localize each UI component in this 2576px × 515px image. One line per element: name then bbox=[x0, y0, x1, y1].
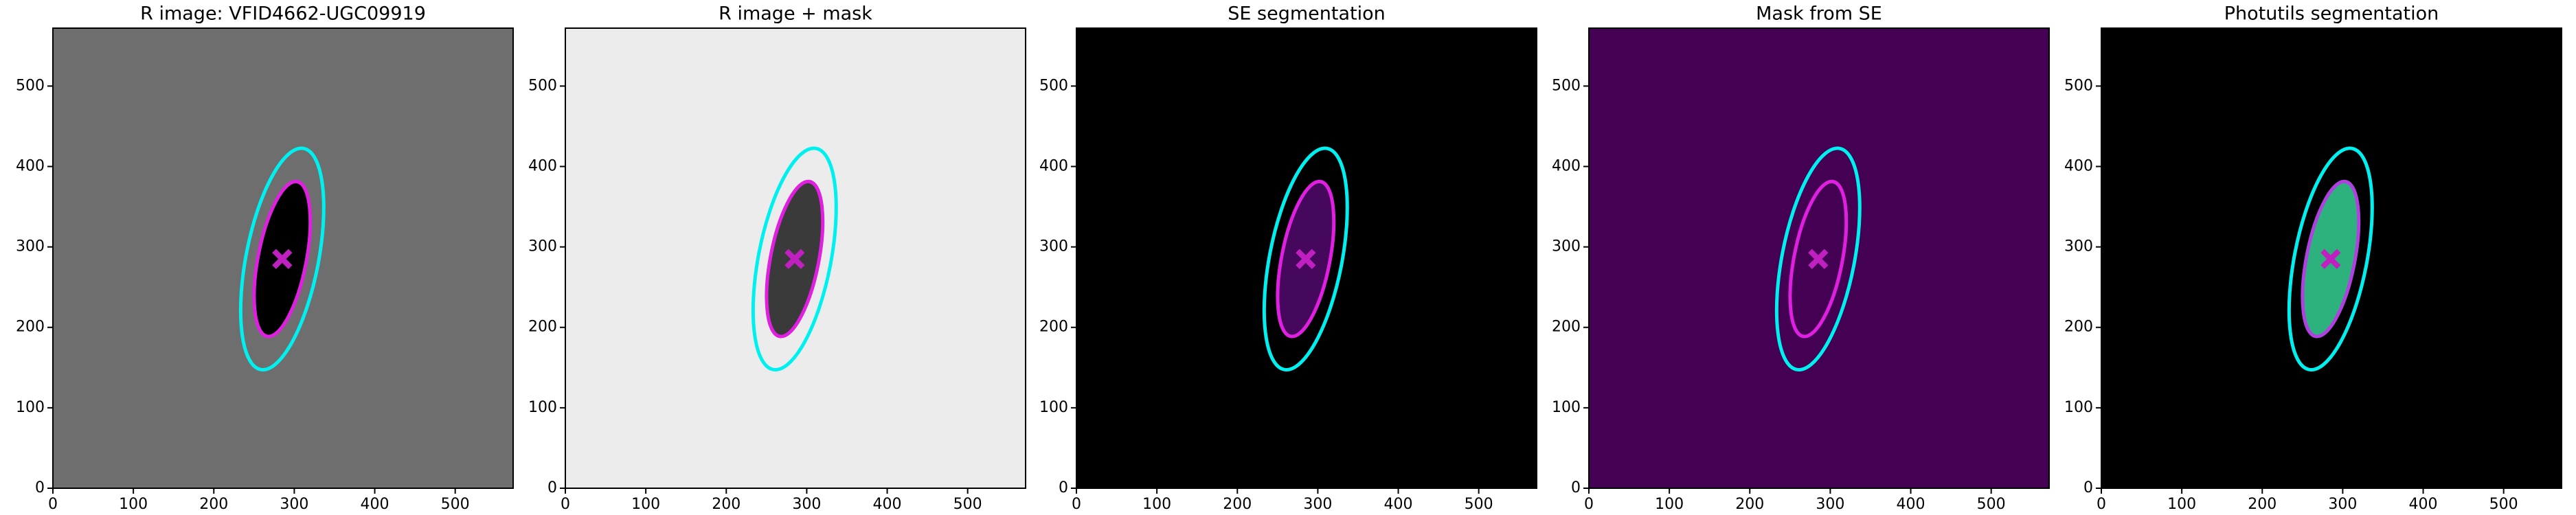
y-tick-label: 0 bbox=[2083, 479, 2093, 496]
panel-title: R image: VFID4662-UGC09919 bbox=[140, 3, 426, 25]
x-tick-label: 200 bbox=[1735, 496, 1764, 513]
y-tick-label: 400 bbox=[2064, 157, 2093, 174]
x-tick-label: 400 bbox=[361, 496, 389, 513]
x-tick-label: 300 bbox=[1816, 496, 1844, 513]
x-tick-label: 100 bbox=[1655, 496, 1684, 513]
aperture-ellipse bbox=[1262, 146, 1349, 371]
aperture-ellipse bbox=[1788, 179, 1849, 339]
panel-title: R image + mask bbox=[719, 3, 872, 25]
x-tick-label: 100 bbox=[2167, 496, 2196, 513]
y-tick-label: 400 bbox=[528, 157, 557, 174]
x-tick-label: 400 bbox=[2409, 496, 2438, 513]
y-tick-label: 300 bbox=[2064, 238, 2093, 255]
x-tick-label: 300 bbox=[2328, 496, 2357, 513]
y-tick-label: 200 bbox=[2064, 319, 2093, 336]
y-tick-label: 100 bbox=[16, 399, 45, 416]
image-area bbox=[2287, 146, 2374, 371]
x-tick-label: 0 bbox=[1072, 496, 1081, 513]
x-tick-label: 100 bbox=[1142, 496, 1171, 513]
y-tick-label: 200 bbox=[528, 319, 557, 336]
center-marker bbox=[784, 249, 805, 269]
aperture-ellipse bbox=[751, 146, 838, 371]
aperture-ellipse bbox=[252, 179, 313, 339]
aperture-ellipse bbox=[2287, 146, 2374, 371]
axes-frame bbox=[1588, 27, 2050, 489]
panel: Photutils segmentation 0 100 200 300 400 500 0 1… bbox=[2064, 3, 2562, 513]
x-tick-label: 500 bbox=[441, 496, 470, 513]
y-tick-label: 500 bbox=[528, 77, 557, 94]
center-marker bbox=[272, 249, 293, 269]
y-tick-label: 300 bbox=[1039, 238, 1068, 255]
axes-frame bbox=[2101, 27, 2562, 489]
axes-frame bbox=[565, 27, 1026, 489]
aperture-ellipse bbox=[1276, 179, 1336, 339]
image-area bbox=[1774, 146, 1862, 371]
panel-title: Mask from SE bbox=[1756, 3, 1882, 25]
y-tick-label: 100 bbox=[1039, 399, 1068, 416]
y-tick-label: 300 bbox=[528, 238, 557, 255]
x-tick-label: 0 bbox=[48, 496, 58, 513]
panel: Mask from SE 0 100 200 300 400 500 0 100 200 300 40… bbox=[1552, 3, 2050, 513]
x-tick-label: 400 bbox=[873, 496, 902, 513]
y-tick-label: 100 bbox=[528, 399, 557, 416]
x-tick-label: 500 bbox=[2489, 496, 2518, 513]
x-tick-label: 0 bbox=[561, 496, 570, 513]
x-tick-label: 200 bbox=[2248, 496, 2276, 513]
x-tick-label: 300 bbox=[792, 496, 821, 513]
x-tick-label: 500 bbox=[953, 496, 982, 513]
y-tick-label: 300 bbox=[16, 238, 45, 255]
y-tick-label: 0 bbox=[35, 479, 45, 496]
x-tick-label: 200 bbox=[199, 496, 228, 513]
center-marker bbox=[1296, 249, 1316, 269]
x-tick-label: 200 bbox=[712, 496, 741, 513]
panel: R image + mask 0 100 200 300 400 500 0 100 200 300… bbox=[528, 3, 1026, 513]
y-tick-label: 200 bbox=[16, 319, 45, 336]
panel-title: Photutils segmentation bbox=[2224, 3, 2439, 25]
y-tick-label: 500 bbox=[2064, 77, 2093, 94]
y-tick-label: 0 bbox=[1571, 479, 1581, 496]
center-marker bbox=[2320, 249, 2341, 269]
panel: R image: VFID4662-UGC09919 0 100 200 300 400 5… bbox=[16, 3, 514, 513]
x-tick-label: 100 bbox=[631, 496, 660, 513]
y-tick-label: 400 bbox=[1552, 157, 1581, 174]
aperture-ellipse bbox=[238, 146, 326, 371]
image-area bbox=[1262, 146, 1349, 371]
x-tick-label: 400 bbox=[1897, 496, 1925, 513]
axes-frame bbox=[52, 27, 514, 489]
axes-frame bbox=[1076, 27, 1537, 489]
aperture-ellipse bbox=[1774, 146, 1862, 371]
y-tick-label: 300 bbox=[1552, 238, 1581, 255]
panel-title: SE segmentation bbox=[1228, 3, 1385, 25]
y-tick-label: 500 bbox=[1552, 77, 1581, 94]
x-tick-label: 300 bbox=[280, 496, 308, 513]
x-tick-label: 400 bbox=[1384, 496, 1413, 513]
x-tick-label: 200 bbox=[1223, 496, 1252, 513]
y-tick-label: 400 bbox=[16, 157, 45, 174]
x-tick-label: 0 bbox=[2097, 496, 2106, 513]
x-tick-label: 500 bbox=[1977, 496, 2006, 513]
y-tick-label: 200 bbox=[1552, 319, 1581, 336]
y-tick-label: 500 bbox=[16, 77, 45, 94]
x-tick-label: 500 bbox=[1465, 496, 1493, 513]
aperture-ellipse bbox=[765, 179, 825, 339]
y-tick-label: 500 bbox=[1039, 77, 1068, 94]
y-tick-label: 0 bbox=[547, 479, 557, 496]
y-tick-label: 200 bbox=[1039, 319, 1068, 336]
y-tick-label: 400 bbox=[1039, 157, 1068, 174]
aperture-ellipse bbox=[2301, 179, 2361, 339]
y-tick-label: 100 bbox=[2064, 399, 2093, 416]
x-tick-label: 0 bbox=[1584, 496, 1594, 513]
y-tick-label: 100 bbox=[1552, 399, 1581, 416]
x-tick-label: 300 bbox=[1303, 496, 1332, 513]
image-area bbox=[751, 146, 838, 371]
panel: SE segmentation 0 100 200 300 400 500 0 100 200 30… bbox=[1039, 3, 1537, 513]
image-area bbox=[238, 146, 326, 371]
y-tick-label: 0 bbox=[1059, 479, 1068, 496]
center-marker bbox=[1808, 249, 1829, 269]
x-tick-label: 100 bbox=[119, 496, 148, 513]
